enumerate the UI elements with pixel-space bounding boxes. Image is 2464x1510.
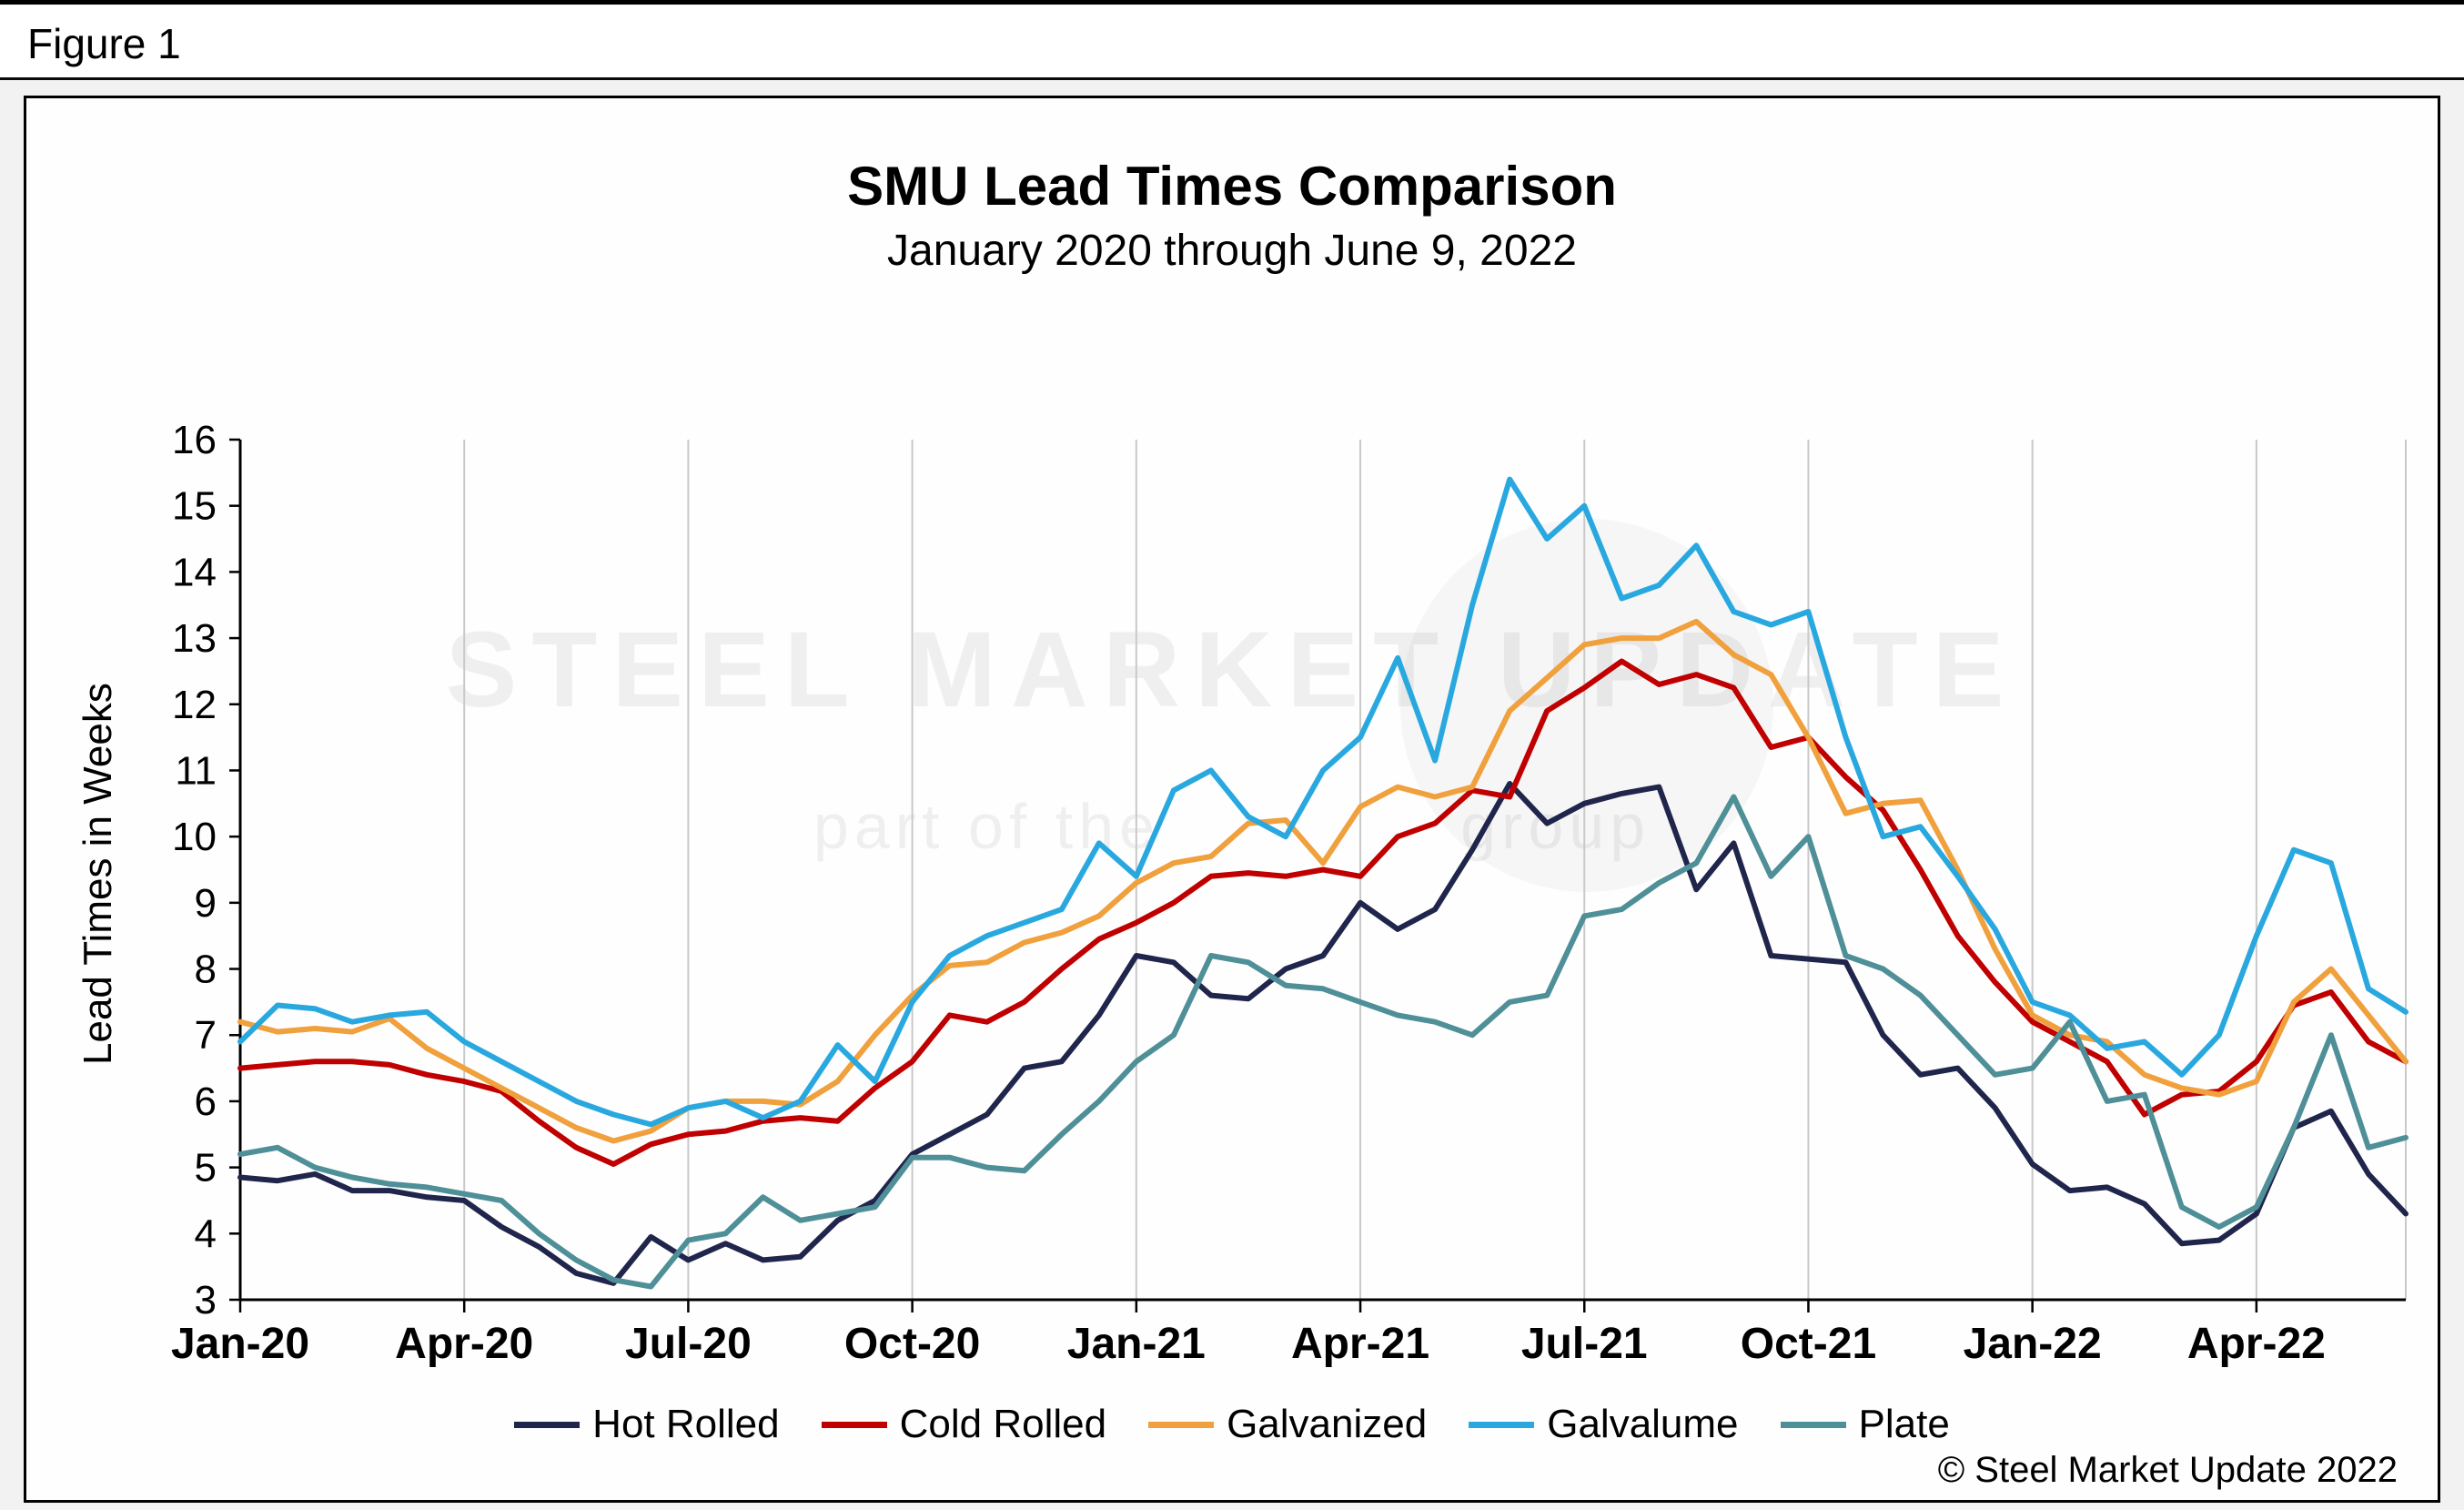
legend-label: Galvanized [1227, 1402, 1428, 1446]
legend-item-hot-rolled: Hot Rolled [514, 1402, 780, 1447]
legend-swatch [1469, 1421, 1535, 1428]
legend-item-cold-rolled: Cold Rolled [821, 1402, 1107, 1447]
legend-item-galvanized: Galvanized [1148, 1402, 1427, 1447]
chart-title: SMU Lead Times Comparison [847, 156, 1617, 217]
legend-swatch [514, 1421, 581, 1428]
y-tick-label: 5 [195, 1146, 217, 1191]
x-tick-label: Apr-22 [2187, 1320, 2326, 1368]
y-tick-label: 8 [195, 948, 217, 992]
y-tick-label: 7 [195, 1013, 217, 1058]
series-plate [237, 794, 2408, 1290]
y-tick-label: 11 [175, 748, 217, 793]
y-tick-label: 12 [172, 683, 217, 727]
legend-swatch [821, 1421, 887, 1428]
x-tick-label: Jan-22 [1964, 1320, 2102, 1368]
line-chart: 3 4 5 6 7 8 9 10 11 12 13 14 15 16 Jan-20 Apr-20 Jul-20 O… [171, 418, 2408, 1368]
y-axis-title: Lead Times in Weeks [76, 683, 120, 1065]
watermark-title: STEEL MARKET UPDATE [445, 610, 2019, 730]
y-tick-label: 16 [172, 418, 217, 462]
watermark-logo-circle [1400, 519, 1773, 892]
y-tick-label: 6 [195, 1079, 217, 1124]
gridlines [463, 440, 2407, 1300]
series-galvanized [237, 618, 2408, 1144]
y-tick-label: 9 [195, 881, 217, 926]
x-tick-label: Apr-20 [395, 1320, 533, 1368]
x-tick-label: Oct-21 [1741, 1320, 1876, 1368]
y-tick-label: 4 [195, 1211, 217, 1256]
series-galvalume [237, 476, 2408, 1128]
chart-subtitle: January 2020 through June 9, 2022 [887, 227, 1577, 275]
x-tick-label: Jul-21 [1521, 1320, 1648, 1368]
watermark: STEEL MARKET UPDATE part of the group [26, 98, 2438, 1500]
y-tick-label: 15 [172, 484, 217, 529]
series-cold-rolled [237, 658, 2408, 1167]
copyright: © Steel Market Update 2022 [1937, 1450, 2398, 1490]
legend-item-plate: Plate [1780, 1402, 1950, 1447]
y-axis: 3 4 5 6 7 8 9 10 11 12 13 14 15 16 [172, 418, 240, 1323]
x-tick-label: Jan-20 [171, 1320, 309, 1368]
legend-label: Plate [1858, 1402, 1950, 1446]
chart-legend: Hot Rolled Cold Rolled Galvanized Galvalume… [26, 1402, 2438, 1447]
legend-swatch [1148, 1421, 1215, 1428]
watermark-subtitle-right: group [1460, 791, 1651, 862]
x-tick-label: Jul-20 [625, 1320, 752, 1368]
y-tick-label: 3 [195, 1278, 217, 1323]
x-tick-label: Jan-21 [1067, 1320, 1206, 1368]
figure-label: Figure 1 [27, 20, 181, 67]
x-axis: Jan-20 Apr-20 Jul-20 Oct-20 Jan-21 Apr-21 Jul-… [171, 1300, 2326, 1368]
legend-label: Cold Rolled [899, 1402, 1107, 1446]
y-tick-label: 13 [172, 616, 217, 661]
figure-header-strip: Figure 1 [0, 5, 2464, 80]
legend-label: Hot Rolled [592, 1402, 780, 1446]
legend-label: Galvalume [1547, 1402, 1739, 1446]
y-tick-label: 10 [172, 815, 217, 859]
series-hot-rolled [237, 781, 2408, 1286]
chart-frame: STEEL MARKET UPDATE part of the group SM… [24, 96, 2440, 1503]
x-tick-label: Oct-20 [844, 1320, 980, 1368]
x-tick-label: Apr-21 [1291, 1320, 1429, 1368]
y-tick-label: 14 [172, 550, 217, 594]
legend-swatch [1780, 1421, 1846, 1428]
legend-item-galvalume: Galvalume [1469, 1402, 1739, 1447]
